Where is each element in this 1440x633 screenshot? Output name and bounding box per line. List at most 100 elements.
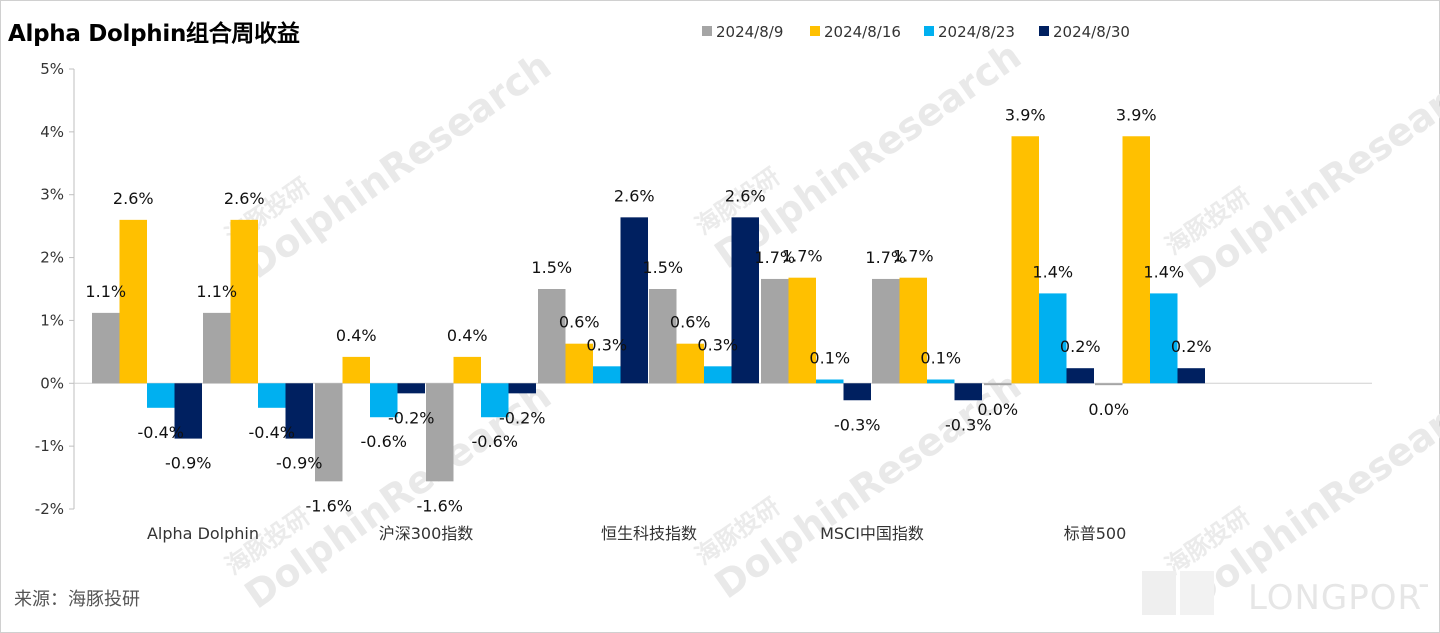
x-category-label: 恒生科技指数 <box>601 524 697 543</box>
data-label: 2.6% <box>224 189 265 208</box>
bar <box>704 366 732 384</box>
data-labels-layer: 1.1% 2.6% -0.4% -0.9% 1.1% 2.6% -0.4% -0.9% -1.6… <box>85 105 1211 515</box>
watermark-en: DolphinResearch <box>1177 53 1440 297</box>
y-tick-label: 1% <box>40 311 64 329</box>
data-label: 0.2% <box>1060 337 1101 356</box>
bar <box>872 278 900 384</box>
data-label: 0.2% <box>1171 337 1212 356</box>
bar <box>816 379 844 384</box>
x-category-label: MSCI中国指数 <box>820 524 924 543</box>
bar <box>731 217 759 384</box>
legend-label: 2024/8/30 <box>1053 23 1130 41</box>
bar <box>1095 383 1123 386</box>
legend: 2024/8/9 2024/8/16 2024/8/23 2024/8/30 <box>702 23 1130 41</box>
y-tick-label: 3% <box>40 186 64 204</box>
bar <box>1177 368 1205 384</box>
data-label: -0.3% <box>834 415 880 434</box>
longport-logo-text: LONGPORT <box>1248 578 1428 618</box>
y-tick-label: 0% <box>40 374 64 392</box>
data-label: 0.0% <box>1088 400 1129 419</box>
data-label: 3.9% <box>1116 105 1157 124</box>
data-label: 0.1% <box>920 349 961 368</box>
bar <box>649 289 677 384</box>
bar <box>285 383 313 439</box>
data-label: -0.2% <box>388 408 434 427</box>
legend-swatch <box>1039 26 1049 36</box>
data-label: 1.1% <box>85 282 126 301</box>
longport-logo-icon <box>1142 571 1176 615</box>
legend-label: 2024/8/9 <box>716 23 783 41</box>
y-tick-label: -1% <box>35 437 64 455</box>
bar <box>1039 293 1067 384</box>
bar <box>342 356 370 384</box>
legend-label: 2024/8/23 <box>938 23 1015 41</box>
bar <box>1122 136 1150 384</box>
bar <box>927 379 955 384</box>
data-label: -0.4% <box>249 423 295 442</box>
data-label: -0.2% <box>499 408 545 427</box>
data-label: 0.3% <box>697 335 738 354</box>
x-category-label: 标普500 <box>1064 524 1127 543</box>
data-label: -1.6% <box>417 496 463 515</box>
bar <box>426 383 454 482</box>
y-tick-label: 2% <box>40 249 64 267</box>
bar <box>984 383 1012 386</box>
data-label: 1.5% <box>531 258 572 277</box>
longport-logo: LONGPORT <box>1142 571 1428 618</box>
bar <box>676 343 704 384</box>
bar <box>761 278 789 384</box>
bar <box>620 217 648 384</box>
data-label: -0.6% <box>472 432 518 451</box>
bar <box>843 383 871 401</box>
data-label: 0.3% <box>586 335 627 354</box>
y-tick-label: 4% <box>40 123 64 141</box>
bar <box>508 383 536 394</box>
data-label: -0.3% <box>945 415 991 434</box>
watermark-en: DolphinResearch <box>237 43 559 287</box>
y-tick-label: -2% <box>35 500 64 518</box>
bar <box>174 383 202 439</box>
data-label: -0.9% <box>276 454 322 473</box>
legend-label: 2024/8/16 <box>824 23 901 41</box>
bar <box>397 383 425 394</box>
data-label: -0.9% <box>165 454 211 473</box>
bar <box>1011 136 1039 384</box>
data-label: -0.4% <box>138 423 184 442</box>
data-label: 0.6% <box>559 313 600 332</box>
bar <box>258 383 286 408</box>
data-label: 1.7% <box>782 247 823 266</box>
bars-layer <box>92 136 1205 482</box>
data-label: 1.4% <box>1032 262 1073 281</box>
bar <box>119 219 147 384</box>
bar <box>593 366 621 384</box>
data-label: 3.9% <box>1005 105 1046 124</box>
longport-logo-icon-2 <box>1180 571 1214 615</box>
x-category-label: 沪深300指数 <box>379 524 474 543</box>
data-label: 1.5% <box>642 258 683 277</box>
bar <box>788 277 816 384</box>
data-label: 1.7% <box>754 248 795 267</box>
bar <box>370 383 398 418</box>
bar <box>92 312 120 384</box>
data-label: -1.6% <box>306 496 352 515</box>
bar <box>453 356 481 384</box>
data-label: 0.6% <box>670 313 711 332</box>
data-label: 0.0% <box>977 400 1018 419</box>
data-label: 2.6% <box>113 189 154 208</box>
bar <box>1066 368 1094 384</box>
data-label: 0.1% <box>809 349 850 368</box>
legend-swatch <box>924 26 934 36</box>
bar <box>899 277 927 384</box>
bar <box>954 383 982 401</box>
data-label: 1.1% <box>196 282 237 301</box>
bar <box>538 289 566 384</box>
legend-swatch <box>810 26 820 36</box>
data-label: 1.7% <box>893 247 934 266</box>
legend-swatch <box>702 26 712 36</box>
y-tick-label: 5% <box>40 60 64 78</box>
data-label: 0.4% <box>447 326 488 345</box>
data-label: -0.6% <box>361 432 407 451</box>
